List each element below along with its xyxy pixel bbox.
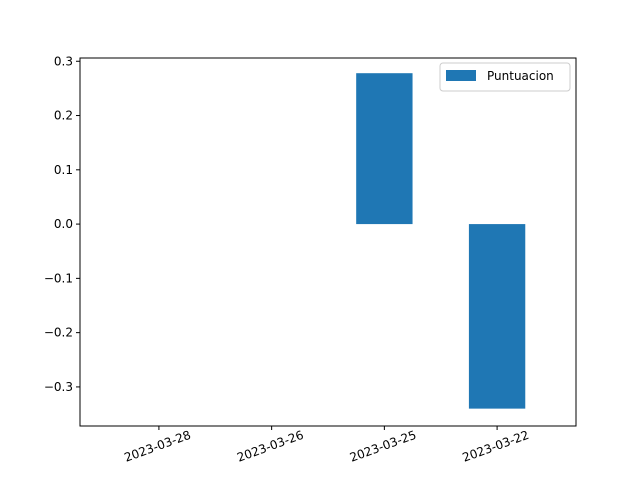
legend: Puntuacion [439, 62, 571, 92]
x-tick-label: 2023-03-25 [348, 428, 418, 465]
y-tick-label: 0.0 [54, 217, 73, 231]
y-tick-label: 0.2 [54, 109, 73, 123]
x-tick-label: 2023-03-28 [122, 428, 192, 465]
y-axis: −0.3 −0.2 −0.1 0.0 0.1 0.2 0.3 [44, 54, 80, 394]
bars-layer [356, 73, 526, 409]
y-tick-label: −0.3 [44, 380, 73, 394]
y-tick-label: 0.3 [54, 54, 73, 68]
x-tick-label: 2023-03-26 [235, 428, 305, 465]
x-axis: 2023-03-28 2023-03-26 2023-03-25 2023-03-22 [122, 426, 531, 465]
x-tick-label: 2023-03-22 [461, 428, 531, 465]
y-tick-label: 0.1 [54, 163, 73, 177]
y-tick-label: −0.2 [44, 326, 73, 340]
legend-swatch [446, 70, 476, 81]
legend-label: Puntuacion [487, 69, 554, 83]
y-tick-label: −0.1 [44, 271, 73, 285]
bar [468, 224, 526, 409]
bar [356, 73, 413, 225]
plot-frame [79, 57, 577, 427]
